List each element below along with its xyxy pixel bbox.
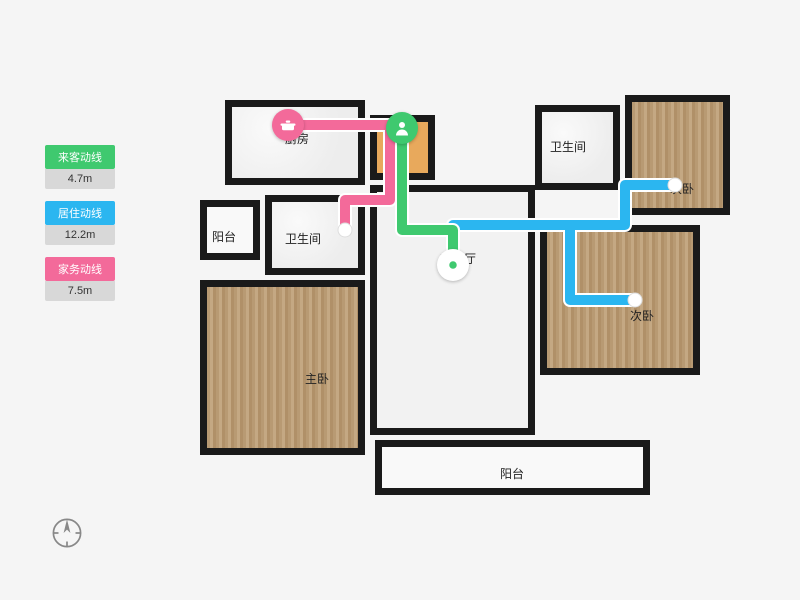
room-label-bedroom2b: 次卧 [630, 307, 654, 324]
legend-value: 4.7m [45, 169, 115, 189]
legend-value: 7.5m [45, 281, 115, 301]
kitchen-node [272, 109, 304, 141]
room-label-master: 主卧 [305, 370, 329, 387]
room-label-balcony-sm: 阳台 [212, 228, 236, 245]
room-living [370, 185, 535, 435]
legend-label: 家务动线 [45, 257, 115, 281]
living-node [437, 249, 469, 281]
path-legend: 来客动线 4.7m 居住动线 12.2m 家务动线 7.5m [45, 145, 115, 313]
room-label-bath1: 卫生间 [285, 230, 321, 247]
legend-label: 居住动线 [45, 201, 115, 225]
room-bedroom2a [625, 95, 730, 215]
room-master [200, 280, 365, 455]
legend-item-living: 居住动线 12.2m [45, 201, 115, 245]
legend-label: 来客动线 [45, 145, 115, 169]
room-label-bedroom2a: 次卧 [670, 180, 694, 197]
legend-value: 12.2m [45, 225, 115, 245]
floorplan: 厨房阳台卫生间玄关卫生间次卧客餐厅次卧主卧阳台 [170, 70, 730, 530]
room-label-entrance: 玄关 [385, 148, 409, 165]
compass-icon [50, 516, 84, 550]
room-bedroom2b [540, 225, 700, 375]
room-label-bath2: 卫生间 [550, 138, 586, 155]
legend-item-guest: 来客动线 4.7m [45, 145, 115, 189]
legend-item-chores: 家务动线 7.5m [45, 257, 115, 301]
room-label-balcony-lg: 阳台 [500, 465, 524, 482]
entrance-node [386, 112, 418, 144]
